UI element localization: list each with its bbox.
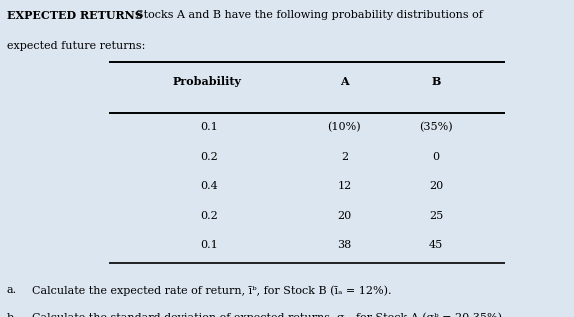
Text: a.: a. bbox=[7, 285, 17, 295]
Text: Calculate the standard deviation of expected returns, σₐ, for Stock A (σᵇ = 20.3: Calculate the standard deviation of expe… bbox=[32, 313, 505, 317]
Text: 45: 45 bbox=[429, 240, 443, 250]
Text: expected future returns:: expected future returns: bbox=[7, 41, 145, 51]
Text: 0: 0 bbox=[433, 152, 440, 162]
Text: 0.2: 0.2 bbox=[201, 211, 218, 221]
Text: b.: b. bbox=[7, 313, 18, 317]
Text: 0.4: 0.4 bbox=[201, 181, 218, 191]
Text: 12: 12 bbox=[338, 181, 351, 191]
Text: (10%): (10%) bbox=[328, 122, 361, 133]
Text: 0.2: 0.2 bbox=[201, 152, 218, 162]
Text: Calculate the expected rate of return, īᵇ, for Stock B (īₐ = 12%).: Calculate the expected rate of return, ī… bbox=[32, 285, 391, 296]
Text: 20: 20 bbox=[429, 181, 443, 191]
Text: 20: 20 bbox=[338, 211, 351, 221]
Text: 0.1: 0.1 bbox=[201, 240, 218, 250]
Text: 25: 25 bbox=[429, 211, 443, 221]
Text: (35%): (35%) bbox=[420, 122, 453, 133]
Text: A: A bbox=[340, 76, 349, 87]
Text: Stocks A and B have the following probability distributions of: Stocks A and B have the following probab… bbox=[129, 10, 483, 20]
Text: 38: 38 bbox=[338, 240, 351, 250]
Text: B: B bbox=[432, 76, 441, 87]
Text: 2: 2 bbox=[341, 152, 348, 162]
Text: Probability: Probability bbox=[172, 76, 241, 87]
Text: 0.1: 0.1 bbox=[201, 122, 218, 132]
Text: EXPECTED RETURNS: EXPECTED RETURNS bbox=[7, 10, 142, 21]
